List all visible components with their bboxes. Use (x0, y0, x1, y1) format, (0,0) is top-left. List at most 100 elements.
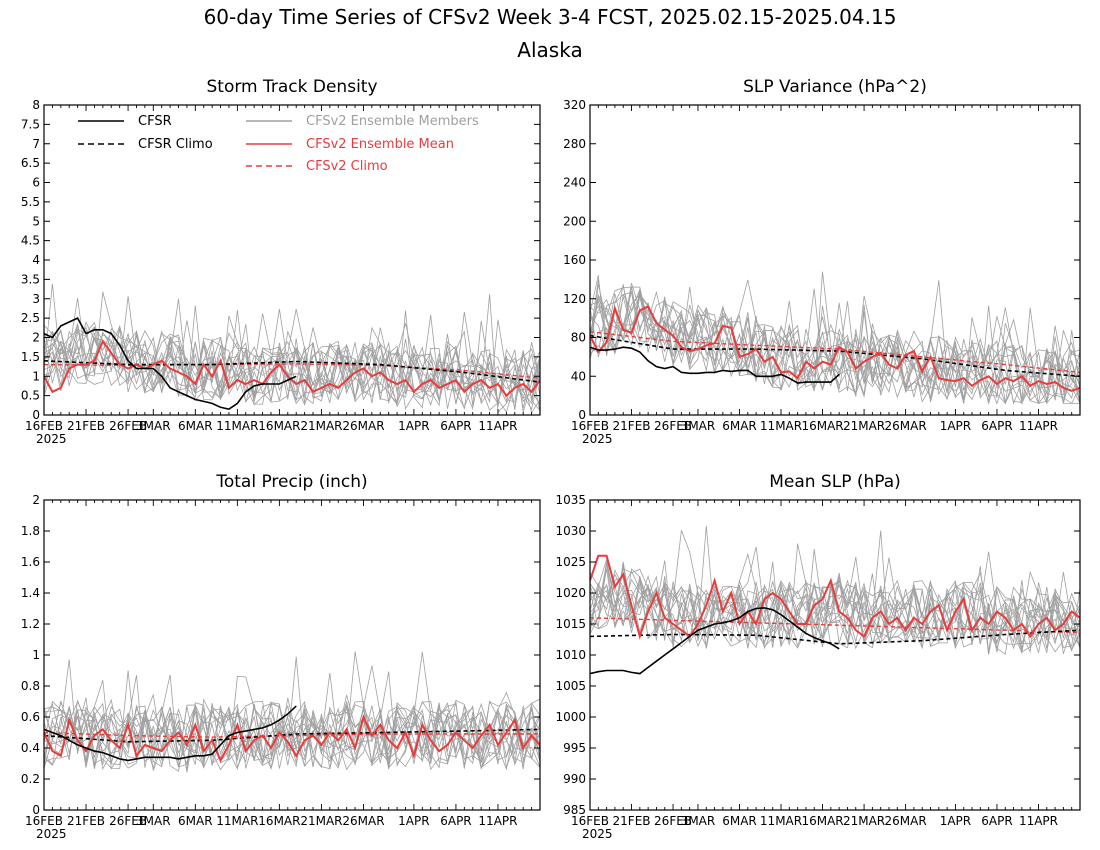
x-tick-label: 3MAR (136, 814, 171, 828)
x-tick-label: 26MAR (885, 814, 927, 828)
legend-item-cfsv2-ensemble-members: CFSv2 Ensemble Members (246, 114, 479, 129)
panel-title: Storm Track Density (206, 77, 377, 97)
x-tick-label: 16FEB (571, 419, 609, 433)
cfsv2-climo-line (590, 331, 1080, 374)
x-tick-label: 16FEB (25, 419, 63, 433)
cfsr-climo-line (44, 360, 540, 383)
x-tick-label: 11APR (478, 814, 517, 828)
cfsr-line (44, 705, 297, 762)
x-tick-label: 11APR (1019, 814, 1058, 828)
y-tick-label: 7 (32, 137, 40, 151)
x-tick-label: 11MAR (216, 814, 258, 828)
x-tick-label: 16FEB (571, 814, 609, 828)
ensemble-member-line (590, 290, 1080, 405)
y-tick-label: 0.8 (21, 679, 40, 693)
x-tick-label: 21FEB (613, 419, 651, 433)
panels: Storm Track Density 0 0.5 1 1.5 2 2.5 3 3.5 4 4.5 5… (21, 77, 1081, 841)
x-tick-label: 26MAR (885, 419, 927, 433)
y-tick-label: 0 (32, 803, 40, 817)
ensemble-member-line (44, 694, 540, 771)
panel-title: Total Precip (inch) (215, 472, 367, 492)
y-tick-label: 280 (563, 137, 586, 151)
y-tick-label: 120 (563, 292, 586, 306)
legend-label: CFSv2 Climo (306, 159, 388, 174)
legend-label: CFSR Climo (138, 137, 213, 152)
ensemble-mean-line (590, 554, 1080, 640)
y-tick-label: 5.5 (21, 195, 40, 209)
y-tick-label: 2.5 (21, 311, 40, 325)
y-tick-label: 5 (32, 214, 40, 228)
ensemble-member-line (44, 331, 540, 413)
y-tick-label: 4 (32, 253, 40, 267)
y-tick-label: 320 (563, 98, 586, 112)
legend-label: CFSR (138, 114, 172, 129)
x-tick-label: 1APR (398, 419, 429, 433)
y-tick-label: 160 (563, 253, 586, 267)
ensemble-member-line (44, 675, 540, 769)
x-year-label: 2025 (36, 827, 67, 841)
y-tick-label: 1.4 (21, 586, 40, 600)
y-tick-label: 4.5 (21, 234, 40, 248)
legend-label: CFSv2 Ensemble Members (306, 114, 479, 129)
ensemble-member-line (590, 286, 1080, 405)
y-tick-label: 0.4 (21, 741, 40, 755)
y-tick-label: 995 (563, 741, 586, 755)
y-tick-label: 0.6 (21, 710, 40, 724)
y-tick-label: 1 (32, 648, 40, 662)
ensemble-member-line (44, 327, 540, 409)
x-tick-label: 6APR (981, 419, 1012, 433)
plot-area (590, 271, 1080, 405)
ensemble-member-line (590, 287, 1080, 404)
x-tick-label: 3MAR (681, 419, 716, 433)
panel-slp-variance-hpa-2: SLP Variance (hPa^2) 0 40 80 120 160 200 240 280… (563, 77, 1081, 446)
y-tick-label: 1020 (555, 586, 586, 600)
x-tick-label: 21FEB (67, 814, 105, 828)
cfsv2-climo-line (590, 617, 1080, 634)
x-tick-label: 26FEB (109, 419, 147, 433)
plot-area (44, 283, 540, 414)
y-tick-label: 3 (32, 292, 40, 306)
y-tick-label: 1015 (555, 617, 586, 631)
ensemble-member-line (44, 674, 540, 771)
x-year-label: 2025 (582, 827, 613, 841)
y-tick-label: 40 (571, 369, 586, 383)
y-tick-label: 1005 (555, 679, 586, 693)
cfsr-climo-line (44, 728, 540, 743)
x-tick-label: 1APR (940, 814, 971, 828)
y-tick-label: 1030 (555, 524, 586, 538)
panel-total-precip-inch: Total Precip (inch) 0 0.2 0.4 0.6 0.8 1 1.2 1.4 1… (21, 472, 541, 841)
y-tick-label: 3.5 (21, 272, 40, 286)
y-tick-label: 200 (563, 214, 586, 228)
x-tick-label: 16MAR (258, 419, 300, 433)
y-tick-label: 1 (32, 369, 40, 383)
x-tick-label: 1APR (940, 419, 971, 433)
x-tick-label: 6APR (440, 814, 471, 828)
x-tick-label: 3MAR (136, 419, 171, 433)
legend-item-cfsr: CFSR (78, 114, 172, 129)
y-tick-label: 6.5 (21, 156, 40, 170)
cfsr-line (590, 607, 840, 675)
ensemble-member-line (44, 670, 540, 770)
ensemble-member-line (44, 298, 540, 410)
x-tick-label: 21FEB (67, 419, 105, 433)
x-tick-label: 26FEB (654, 419, 692, 433)
x-tick-label: 16MAR (801, 814, 843, 828)
x-tick-label: 11MAR (760, 814, 802, 828)
y-tick-label: 990 (563, 772, 586, 786)
ensemble-member-line (44, 675, 540, 768)
y-tick-label: 1.5 (21, 350, 40, 364)
ensemble-member-line (590, 296, 1080, 399)
x-tick-label: 3MAR (681, 814, 716, 828)
ensemble-member-line (44, 315, 540, 413)
cfsr-line (44, 317, 297, 411)
cfsv2-climo-line (44, 731, 540, 738)
cfsr-climo-line (590, 334, 1080, 378)
x-tick-label: 1APR (398, 814, 429, 828)
y-tick-label: 1025 (555, 555, 586, 569)
y-tick-label: 80 (571, 331, 586, 345)
y-tick-label: 0 (578, 408, 586, 422)
panel-mean-slp-hpa: Mean SLP (hPa) 985 990 995 1000 1005 1010 1015 1… (555, 472, 1081, 841)
panel-title: SLP Variance (hPa^2) (743, 77, 927, 97)
x-tick-label: 11APR (478, 419, 517, 433)
